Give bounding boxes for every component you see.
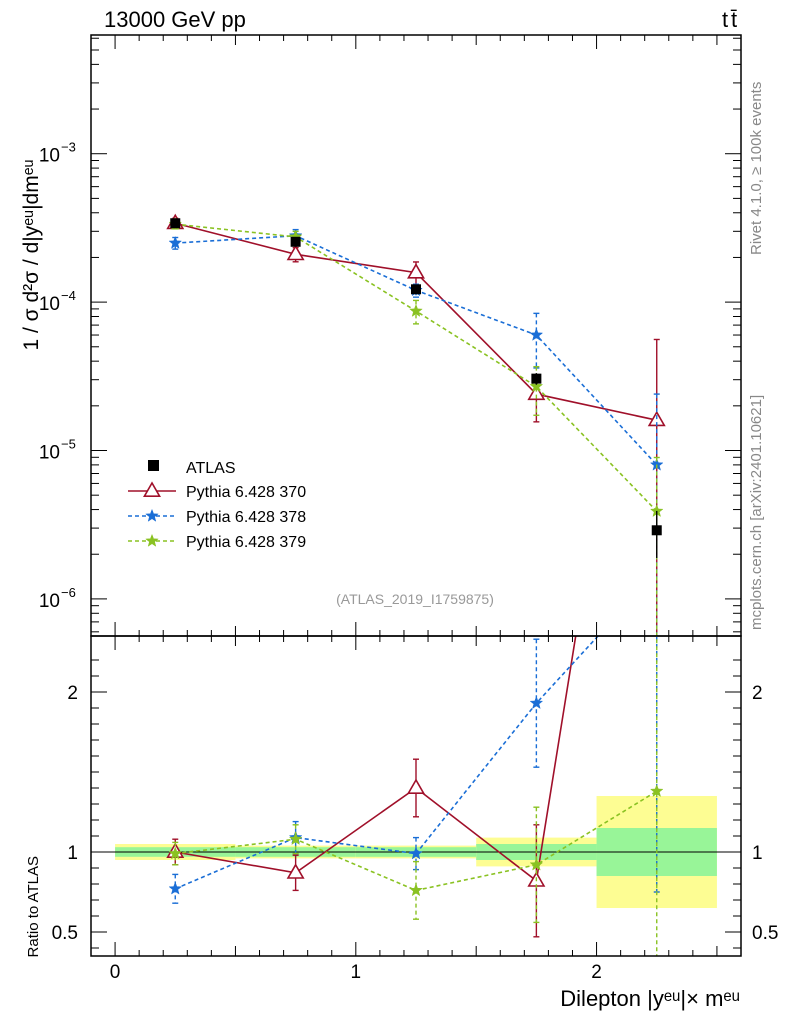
data-point-3 [411, 284, 421, 295]
series-3-point-ratio-3 [409, 883, 423, 897]
y-ratio-tick-label-left-1: 1 [67, 843, 78, 864]
y-main-tick-label--6: 10 [39, 591, 60, 612]
header-right: t t̄ [722, 7, 737, 32]
series-1-point-main-2 [286, 244, 305, 261]
y-main-tick-exp--4: −4 [61, 288, 76, 303]
series-1-point-ratio-5 [649, 124, 664, 137]
side-label-top: Rivet 4.1.0, ≥ 100k events [748, 82, 765, 255]
legend-label-series-1: Pythia 6.428 370 [186, 484, 306, 501]
legend-marker-series-1 [143, 481, 161, 498]
series-2-point-ratio-4 [529, 695, 544, 710]
header-right-t: t [722, 7, 728, 32]
data-point-4 [531, 373, 542, 384]
legend-label-data: ATLAS [186, 460, 236, 477]
legend-marker-data [148, 460, 159, 471]
series-2-point-main-1 [168, 235, 183, 249]
y-axis-label-ratio: Ratio to ATLAS [25, 856, 42, 957]
legend-label-series-2: Pythia 6.428 378 [186, 509, 306, 526]
y-ratio-tick-label-left-2: 2 [67, 683, 78, 704]
x-axis-label: Dilepton |yᵉᵘ|× mᵉᵘ [560, 986, 740, 1011]
x-tick-label-1: 1 [351, 962, 362, 983]
x-tick-label-2: 2 [591, 962, 602, 983]
y-main-tick-label--3: 10 [39, 146, 60, 167]
y-main-tick-exp--6: −6 [61, 585, 76, 600]
header-left: 13000 GeV pp [104, 7, 246, 32]
legend-label-series-3: Pythia 6.428 379 [186, 534, 306, 551]
data-point-1 [170, 218, 181, 229]
ratio-plot-frame [90, 635, 742, 957]
legend-marker-series-2 [145, 508, 159, 522]
data-point-5 [651, 525, 662, 536]
y-main-tick-label--4: 10 [39, 294, 60, 315]
series-1-point-main-4 [527, 384, 546, 401]
data-point-2 [290, 236, 301, 247]
series-1-point-ratio-3 [407, 778, 425, 795]
series-2-point-main-4 [529, 327, 544, 341]
series-3-point-ratio-2 [288, 831, 303, 846]
ratio-plot-marks [166, 124, 664, 956]
series-3-point-main-4 [529, 379, 544, 393]
header-right-tbar: t̄ [731, 7, 737, 32]
series-2-point-ratio-3 [409, 846, 423, 860]
legend: ATLAS Pythia 6.428 370 Pythia 6.428 378 Pyt… [128, 460, 306, 551]
series-2-point-ratio-1 [168, 881, 183, 895]
axes-ticks: 0 1 210−310−410−510 −60.5 0.51 12 2 [39, 35, 778, 983]
y-ratio-tick-label-right-2: 2 [752, 683, 763, 704]
y-main-tick-exp--3: −3 [61, 140, 76, 155]
y-main-tick-label--5: 10 [39, 443, 60, 464]
series-3-point-ratio-5 [649, 783, 664, 798]
y-ratio-tick-label-left-0.5: 0.5 [52, 923, 78, 944]
series-3-point-ratio-1 [168, 846, 183, 860]
y-axis-label-main: 1 / σ d²σ / d|yᵉᵘ|dmᵉᵘ [20, 159, 43, 350]
side-label-bottom: mcplots.cern.ch [arXiv:2401.10621] [748, 395, 765, 630]
series-3-point-ratio-4 [529, 857, 544, 871]
series-1-point-main-3 [407, 263, 425, 279]
y-ratio-tick-label-right-1: 1 [752, 843, 763, 864]
y-ratio-tick-label-right-0.5: 0.5 [752, 923, 778, 944]
y-main-tick-exp--5: −5 [61, 437, 76, 452]
series-1-point-ratio-2 [286, 863, 305, 879]
main-plot-marks [166, 213, 666, 636]
legend-marker-series-3 [145, 533, 159, 547]
watermark: (ATLAS_2019_I1759875) [336, 591, 494, 607]
x-tick-label-0: 0 [110, 962, 121, 983]
series-3-point-main-3 [409, 303, 423, 317]
